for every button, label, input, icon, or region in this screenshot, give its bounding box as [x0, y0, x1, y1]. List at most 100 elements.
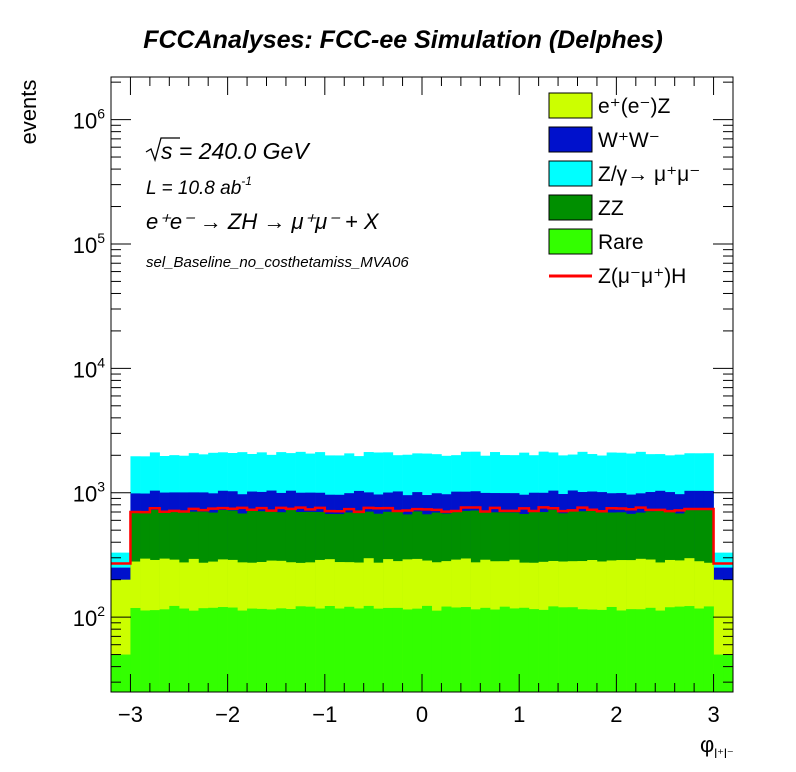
y-tick-label-base: 10	[73, 233, 97, 258]
bar-rare	[285, 609, 296, 692]
bar-rare	[616, 610, 627, 692]
bar-rare	[363, 605, 374, 692]
bar-rare	[305, 606, 316, 692]
x-tick-label: 0	[416, 702, 428, 727]
bar-rare	[538, 609, 549, 692]
bar-rare	[237, 610, 248, 692]
y-tick-label-exp: 4	[97, 354, 105, 370]
bar-rare	[664, 607, 675, 692]
bar-rare	[674, 606, 685, 692]
bar-rare	[373, 608, 384, 692]
bar-rare	[431, 610, 442, 692]
x-tick-label: 1	[513, 702, 525, 727]
x-axis-label-sub: l⁺l⁻	[714, 746, 734, 761]
bar-rare	[703, 606, 714, 692]
bar-rare	[548, 606, 559, 692]
legend-label: Rare	[598, 231, 644, 254]
legend-label: W⁺W⁻	[598, 129, 660, 152]
legend-swatch	[548, 228, 593, 255]
annotations: s = 240.0 GeV L = 10.8 ab-1 e⁺e⁻ → ZH → …	[145, 137, 409, 271]
x-tick-label: −2	[215, 702, 240, 727]
x-tick-label: 3	[707, 702, 719, 727]
bar-rare	[490, 609, 501, 692]
bar-rare	[392, 607, 403, 692]
bar-rare	[383, 607, 394, 692]
bar-rare	[227, 607, 238, 692]
bar-rare	[412, 608, 423, 692]
x-axis-label: φl⁺l⁻	[700, 732, 734, 761]
bar-rare	[509, 608, 520, 692]
y-tick-label-base: 10	[73, 606, 97, 631]
x-tick-label: 2	[610, 702, 622, 727]
bar-rare	[140, 610, 151, 692]
bar-rare	[130, 607, 141, 692]
bar-rare	[499, 606, 510, 692]
bar-rare	[111, 654, 122, 692]
bar-rare	[577, 609, 588, 692]
bar-rare	[353, 608, 364, 692]
bar-eeZ	[111, 579, 122, 692]
y-tick-label: 105	[73, 230, 105, 258]
bar-rare	[596, 609, 607, 692]
bar-rare	[198, 608, 209, 692]
annotation-process: e⁺e⁻ → ZH → μ⁺μ⁻ + X	[146, 209, 380, 234]
bar-rare	[606, 606, 617, 692]
y-tick-label: 106	[73, 106, 105, 134]
annotation-lumi-exp: -1	[241, 174, 252, 188]
bar-rare	[645, 607, 656, 692]
bar-rare	[567, 607, 578, 692]
bar-rare	[451, 607, 462, 692]
bar-eeZ	[120, 579, 131, 692]
bar-rare	[344, 606, 355, 692]
sqrt-symbol	[145, 137, 180, 163]
bar-rare	[519, 607, 530, 692]
x-tick-label: −1	[312, 702, 337, 727]
y-axis-label: events	[16, 80, 41, 145]
y-tick-label-exp: 2	[97, 603, 105, 619]
bar-rare	[587, 609, 598, 692]
bar-rare	[256, 608, 267, 692]
legend-swatch	[548, 126, 593, 153]
bar-rare	[169, 605, 180, 692]
bar-eeZ	[713, 579, 724, 692]
bar-rare	[684, 606, 695, 692]
legend-label: e⁺(e⁻)Z	[598, 95, 671, 118]
y-tick-label: 103	[73, 479, 105, 507]
bar-rare	[276, 608, 287, 692]
bar-rare	[402, 609, 413, 692]
y-tick-label-base: 10	[73, 109, 97, 134]
bar-eeZ	[723, 579, 734, 692]
bar-rare	[528, 609, 539, 692]
x-axis-label-base: φ	[700, 732, 714, 757]
bar-rare	[626, 609, 637, 692]
legend-item: W⁺W⁻	[548, 126, 660, 153]
bar-rare	[120, 654, 131, 692]
bar-rare	[334, 608, 345, 692]
bar-rare	[635, 609, 646, 692]
plot-area	[111, 451, 734, 692]
bar-rare	[655, 610, 666, 692]
y-tick-label-exp: 6	[97, 106, 105, 122]
annotation-selection: sel_Baseline_no_costhetamiss_MVA06	[146, 254, 409, 271]
bar-rare	[159, 609, 170, 692]
legend-label: Z(μ⁻μ⁺)H	[598, 265, 686, 288]
bar-rare	[188, 610, 199, 692]
legend-label: ZZ	[598, 197, 624, 220]
signal-line	[111, 506, 733, 565]
legend-label: Z/γ→ μ⁺μ⁻	[598, 163, 700, 186]
bar-rare	[723, 654, 734, 692]
bar-rare	[422, 605, 433, 692]
bar-rare	[217, 607, 228, 692]
legend-swatch	[548, 194, 593, 221]
bar-rare	[713, 654, 724, 692]
legend-swatch	[548, 92, 593, 119]
bar-rare	[460, 607, 471, 692]
bar-rare	[480, 607, 491, 692]
bar-rare	[247, 608, 258, 692]
legend-item: e⁺(e⁻)Z	[548, 92, 671, 119]
bar-rare	[295, 606, 306, 692]
bar-rare	[179, 608, 190, 692]
y-tick-label-base: 10	[73, 482, 97, 507]
x-axis: −3 −2 −1 0 1 2 3	[110, 77, 734, 727]
